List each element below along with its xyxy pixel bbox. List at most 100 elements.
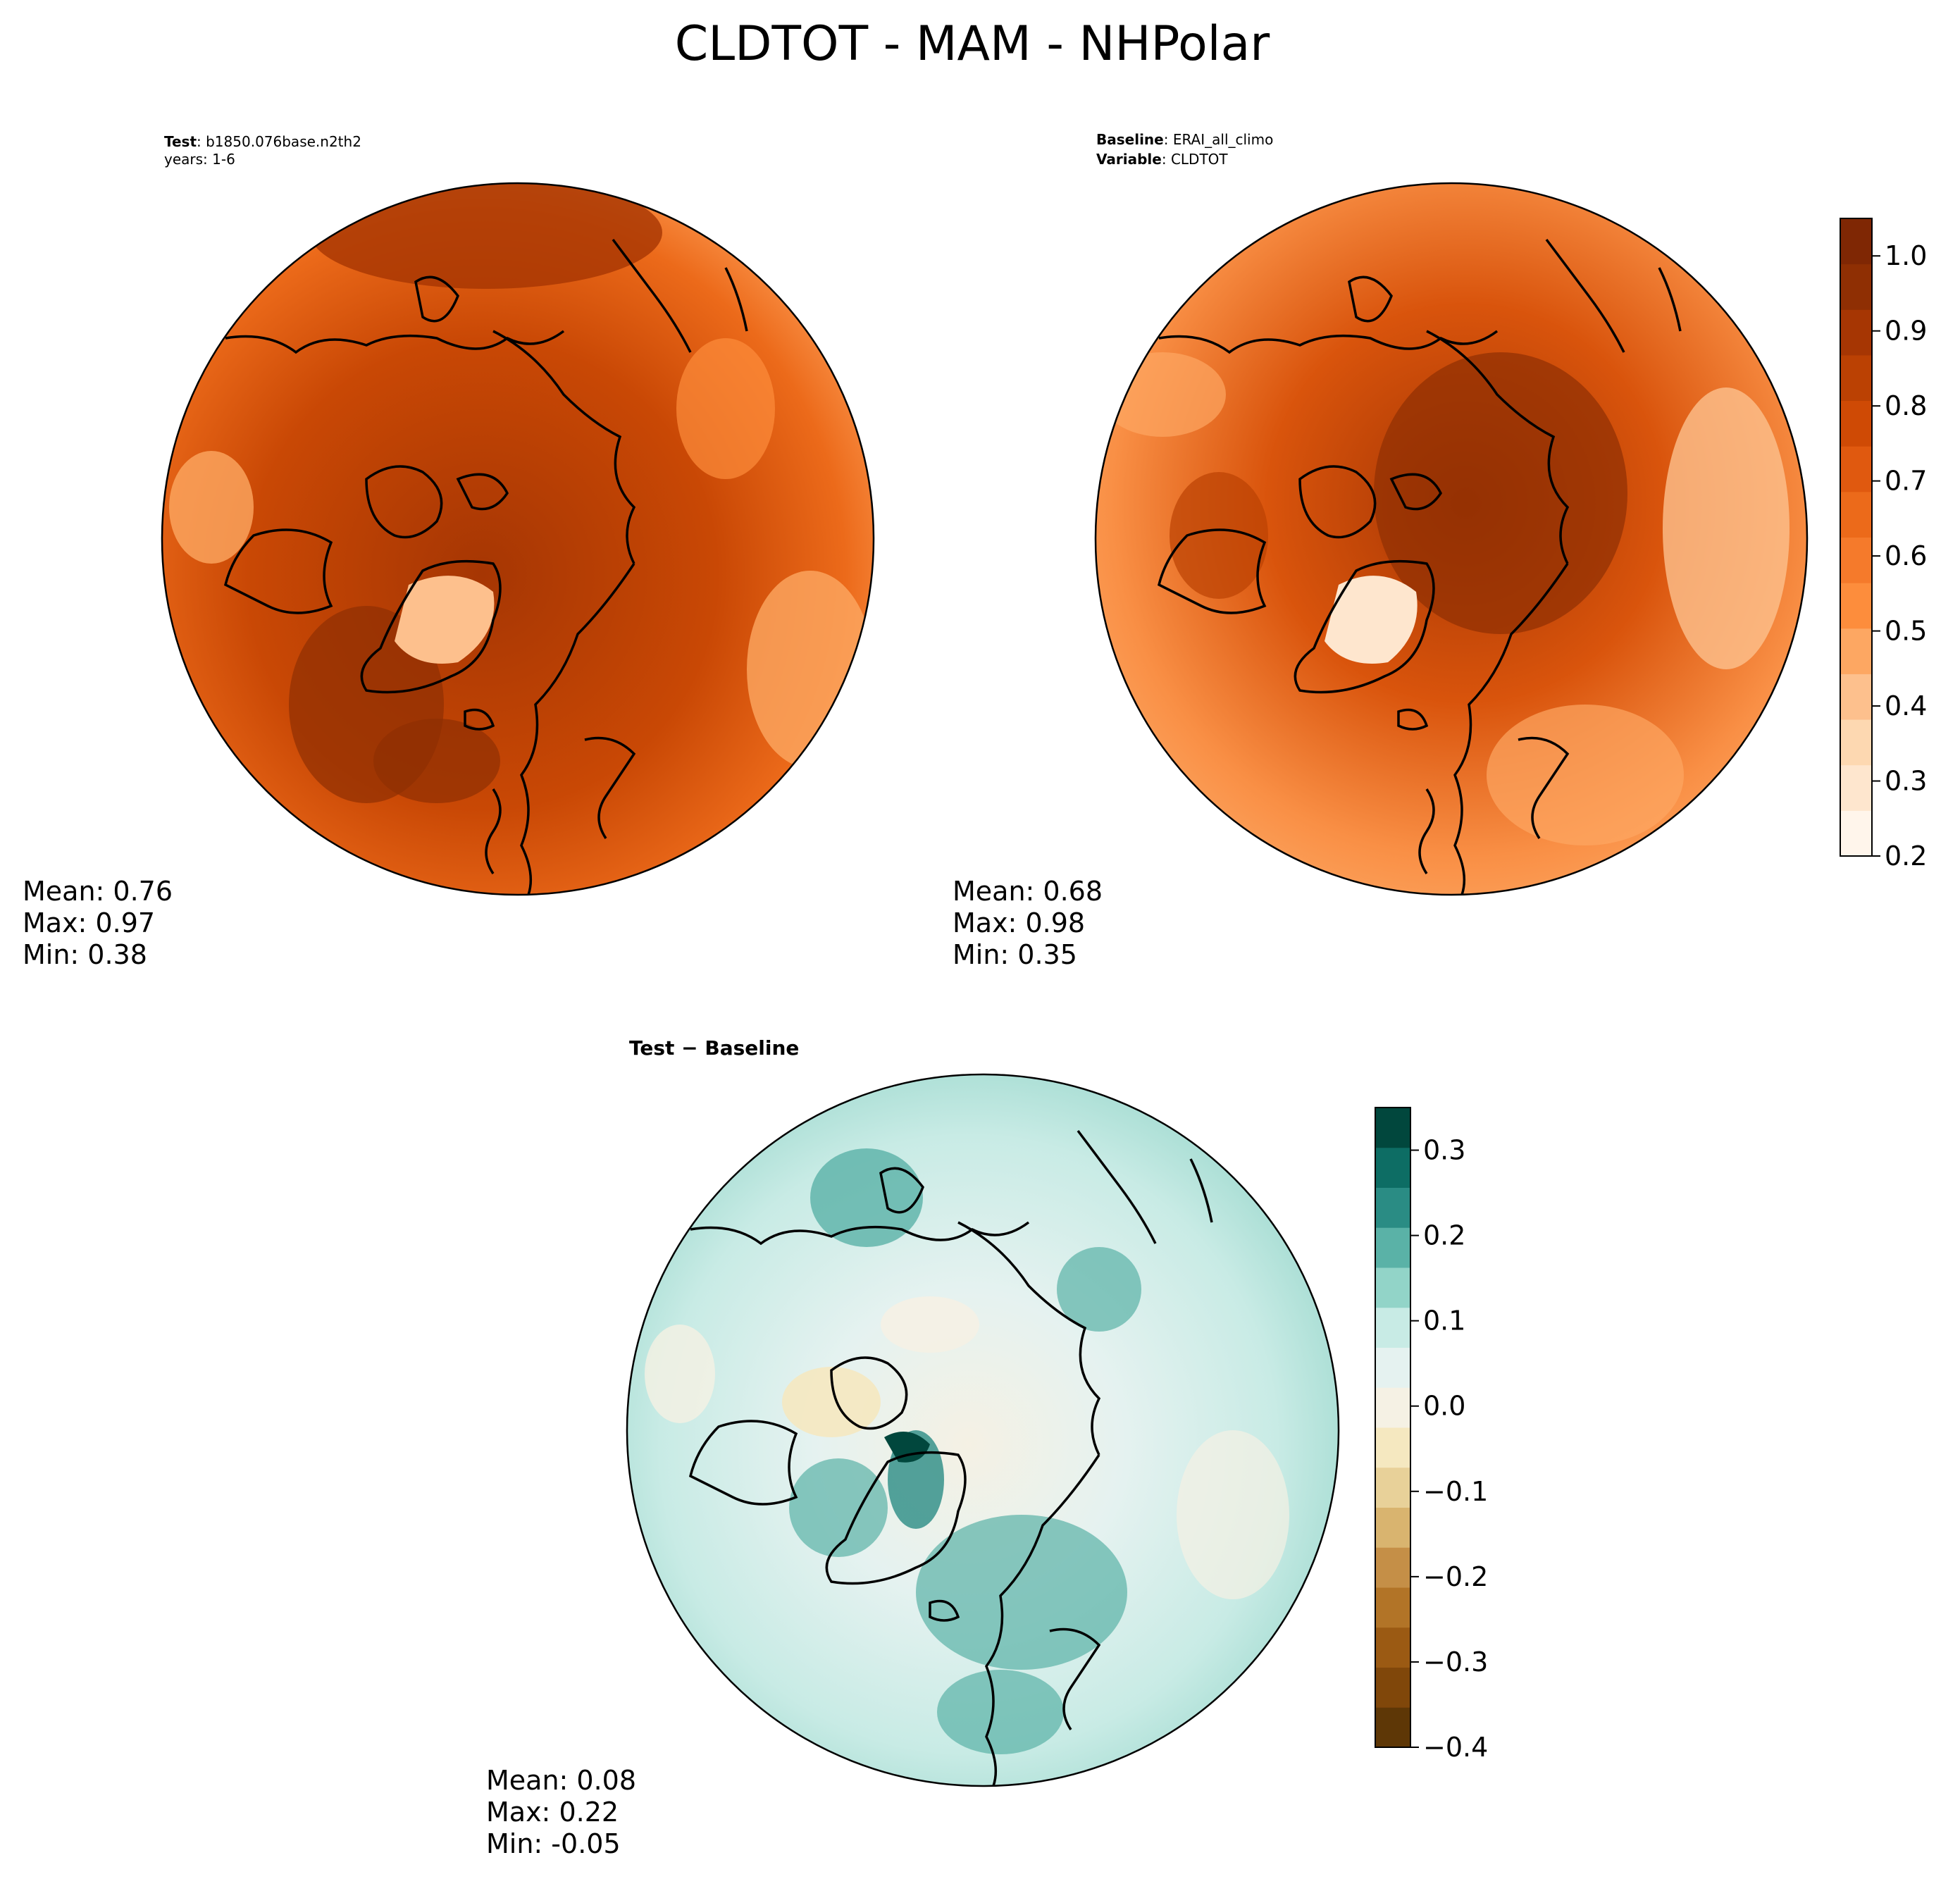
test-contour <box>373 719 500 803</box>
diff-colorbar-bin <box>1375 1108 1410 1148</box>
test-mean: Mean: 0.76 <box>23 876 173 907</box>
diff-contour <box>782 1367 881 1437</box>
baseline-contour <box>1487 705 1684 845</box>
diff-colorbar-tick-label: 0.1 <box>1423 1306 1465 1337</box>
main-colorbar-bin <box>1840 400 1872 447</box>
diff-colorbar-bin <box>1375 1667 1410 1708</box>
main-colorbar-tick-label: 0.2 <box>1885 841 1927 872</box>
diff-contour <box>1177 1430 1289 1599</box>
main-colorbar-bin <box>1840 309 1872 356</box>
diff-contour <box>916 1515 1127 1670</box>
diff-colorbar-bins <box>1375 1108 1410 1748</box>
diff-colorbar-bin <box>1375 1187 1410 1228</box>
main-colorbar-tick-label: 0.4 <box>1885 690 1927 721</box>
main-colorbar-bin <box>1840 674 1872 720</box>
test-contour <box>395 576 495 664</box>
test-contour <box>169 451 254 564</box>
main-colorbar-bin <box>1840 537 1872 583</box>
baseline-mean: Mean: 0.68 <box>953 876 1103 907</box>
diff-colorbar-bin <box>1375 1587 1410 1628</box>
main-colorbar-bin <box>1840 628 1872 674</box>
diff-colorbar-bin <box>1375 1427 1410 1468</box>
main-colorbar-ticks: 0.2 0.3 0.4 0.5 0.6 0.7 0.8 0.9 1.0 <box>1872 240 1927 872</box>
main-colorbar-bin <box>1840 263 1872 310</box>
main-colorbar-tick-label: 0.6 <box>1885 540 1927 571</box>
diff-colorbar-bin <box>1375 1227 1410 1268</box>
diff-contour <box>1057 1247 1141 1332</box>
baseline-contour <box>1374 352 1627 634</box>
test-label: Test: b1850.076base.n2th2 <box>164 133 361 150</box>
diff-colorbar-tick-label: −0.2 <box>1423 1561 1488 1592</box>
diff-map <box>627 1074 1339 1786</box>
baseline-max: Max: 0.98 <box>953 907 1085 938</box>
diff-colorbar-bin <box>1375 1147 1410 1188</box>
test-contour <box>676 338 775 479</box>
diff-contour <box>645 1325 715 1423</box>
diff-contour <box>937 1670 1064 1754</box>
baseline-contour <box>1663 387 1790 669</box>
diff-colorbar-bin <box>1375 1307 1410 1348</box>
baseline-coastlines <box>1157 238 1682 895</box>
main-colorbar-bin <box>1840 446 1872 492</box>
diff-colorbar-bin <box>1375 1627 1410 1668</box>
main-colorbar-tick-label: 0.7 <box>1885 466 1927 497</box>
test-max: Max: 0.97 <box>23 907 155 938</box>
main-colorbar: 0.2 0.3 0.4 0.5 0.6 0.7 0.8 0.9 1.0 <box>1840 218 1927 872</box>
main-colorbar-tick-label: 0.3 <box>1885 766 1927 797</box>
diff-contour <box>881 1296 979 1353</box>
diff-colorbar-bin <box>1375 1467 1410 1508</box>
baseline-label: Baseline: ERAI_all_climo <box>1096 131 1273 148</box>
main-colorbar-bin <box>1840 218 1872 265</box>
main-colorbar-bin <box>1840 810 1872 857</box>
diff-panel: Test − Baseline <box>486 1036 1340 1859</box>
test-contour <box>310 183 662 289</box>
main-colorbar-tick-label: 0.8 <box>1885 390 1927 421</box>
diff-colorbar-bin <box>1375 1267 1410 1308</box>
diff-max: Max: 0.22 <box>486 1797 619 1828</box>
diff-colorbar-bin <box>1375 1507 1410 1548</box>
diff-colorbar: −0.4 −0.3 −0.2 −0.1 0.0 0.1 0.2 0.3 <box>1375 1107 1488 1763</box>
main-colorbar-bin <box>1840 583 1872 629</box>
baseline-contour <box>1170 472 1268 599</box>
main-colorbar-tick-label: 0.5 <box>1885 616 1927 647</box>
diff-min: Min: -0.05 <box>486 1828 621 1859</box>
test-min: Min: 0.38 <box>23 939 147 970</box>
test-contour <box>747 571 874 768</box>
diff-colorbar-tick-label: 0.0 <box>1423 1391 1465 1422</box>
diff-colorbar-tick-label: −0.3 <box>1423 1647 1488 1678</box>
diff-colorbar-bin <box>1375 1707 1410 1748</box>
diff-contour <box>789 1458 888 1557</box>
baseline-variable: Variable: CLDTOT <box>1096 151 1228 168</box>
diff-colorbar-tick-label: 0.3 <box>1423 1135 1465 1166</box>
main-colorbar-bin <box>1840 719 1872 766</box>
main-colorbar-bins <box>1840 218 1872 857</box>
diff-contour <box>884 1432 930 1463</box>
diff-colorbar-bin <box>1375 1347 1410 1388</box>
diff-colorbar-tick-label: −0.4 <box>1423 1732 1488 1763</box>
baseline-min: Min: 0.35 <box>953 939 1077 970</box>
main-colorbar-bin <box>1840 764 1872 811</box>
test-years: years: 1-6 <box>164 151 235 168</box>
diff-coastlines <box>688 1129 1213 1786</box>
baseline-panel: Baseline: ERAI_all_climo Variable: CLDTO… <box>953 131 1809 970</box>
test-map <box>162 183 874 895</box>
diff-colorbar-tick-label: 0.2 <box>1423 1220 1465 1251</box>
main-colorbar-tick-label: 0.9 <box>1885 316 1927 347</box>
baseline-map <box>1096 183 1807 895</box>
diff-title: Test − Baseline <box>629 1036 799 1060</box>
test-panel: Test: b1850.076base.n2th2 years: 1-6 <box>23 133 875 970</box>
diff-colorbar-ticks: −0.4 −0.3 −0.2 −0.1 0.0 0.1 0.2 0.3 <box>1410 1135 1488 1763</box>
test-coastlines <box>223 238 748 895</box>
main-colorbar-bin <box>1840 354 1872 402</box>
diff-colorbar-bin <box>1375 1547 1410 1588</box>
diff-mean: Mean: 0.08 <box>486 1765 636 1796</box>
main-colorbar-tick-label: 1.0 <box>1885 240 1927 271</box>
diff-colorbar-bin <box>1375 1387 1410 1428</box>
baseline-contour <box>1325 576 1418 664</box>
baseline-contour <box>1099 352 1226 437</box>
diff-colorbar-tick-label: −0.1 <box>1423 1476 1488 1507</box>
main-colorbar-bin <box>1840 491 1872 538</box>
diff-contour <box>810 1148 923 1247</box>
figure-title: CLDTOT - MAM - NHPolar <box>675 16 1270 72</box>
